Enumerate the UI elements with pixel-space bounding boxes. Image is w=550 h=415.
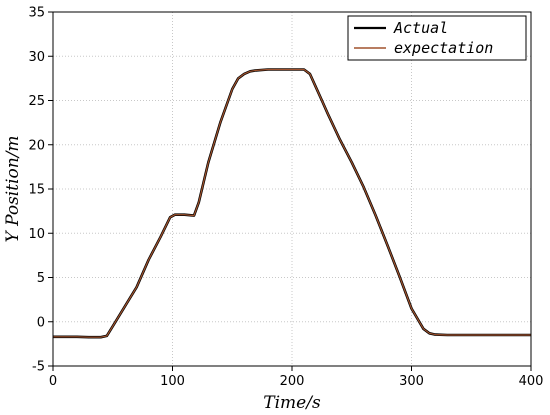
gridlines [53,12,531,366]
series-lines [53,68,531,339]
y-tick-label: 35 [28,6,45,21]
y-tick-label: 0 [37,315,45,330]
legend-box [347,15,527,61]
x-tick-label: 100 [160,374,185,389]
y-tick-label: 10 [28,227,45,242]
series-line-expectation [53,68,531,338]
x-tick-label: 0 [49,374,57,389]
x-tick-label: 400 [519,374,544,389]
legend-label-expectation: expectation [394,39,493,57]
y-tick-label: 5 [37,271,45,286]
y-axis-label: Y Position/m [3,135,23,242]
y-tick-label: 15 [28,183,45,198]
y-tick-label: 20 [28,138,45,153]
x-tick-label: 200 [280,374,305,389]
x-tick-label: 300 [399,374,424,389]
axis-ticks: 0 100 200 300 400 -5 0 5 10 15 20 25 30 35 [28,6,543,390]
y-tick-label: 30 [28,50,45,65]
x-axis-label: Time/s [263,393,321,413]
y-tick-label: 25 [28,94,45,109]
legend-label-actual: Actual [393,19,448,37]
legend: Actual expectation [347,15,527,61]
y-tick-label: -5 [32,360,45,375]
